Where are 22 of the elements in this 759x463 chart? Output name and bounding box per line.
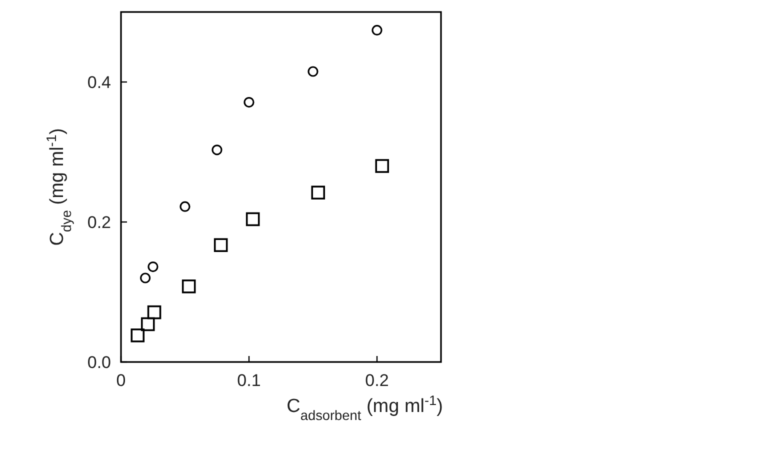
x-tick-label: 0 bbox=[116, 371, 126, 390]
x-tick-label: 0.1 bbox=[237, 371, 261, 390]
point bbox=[212, 144, 222, 156]
point bbox=[182, 280, 196, 294]
y-tick-label: 0.4 bbox=[87, 73, 111, 92]
point bbox=[140, 272, 151, 284]
point bbox=[214, 238, 228, 252]
point bbox=[308, 66, 318, 77]
point bbox=[180, 201, 190, 212]
point bbox=[246, 212, 260, 226]
point bbox=[375, 159, 390, 173]
point bbox=[147, 305, 162, 320]
point bbox=[148, 262, 158, 272]
point bbox=[372, 24, 382, 36]
y-tick-label: 0.2 bbox=[87, 213, 111, 232]
point bbox=[311, 186, 326, 200]
x-axis-title: C$_{adsorbent}$ (mg ml$^{-1}$) bbox=[286, 392, 443, 422]
point bbox=[244, 97, 254, 108]
point bbox=[130, 328, 145, 342]
x-tick-label: 0.2 bbox=[365, 371, 389, 390]
y-tick-label: 0.0 bbox=[87, 353, 111, 372]
point bbox=[140, 317, 155, 332]
